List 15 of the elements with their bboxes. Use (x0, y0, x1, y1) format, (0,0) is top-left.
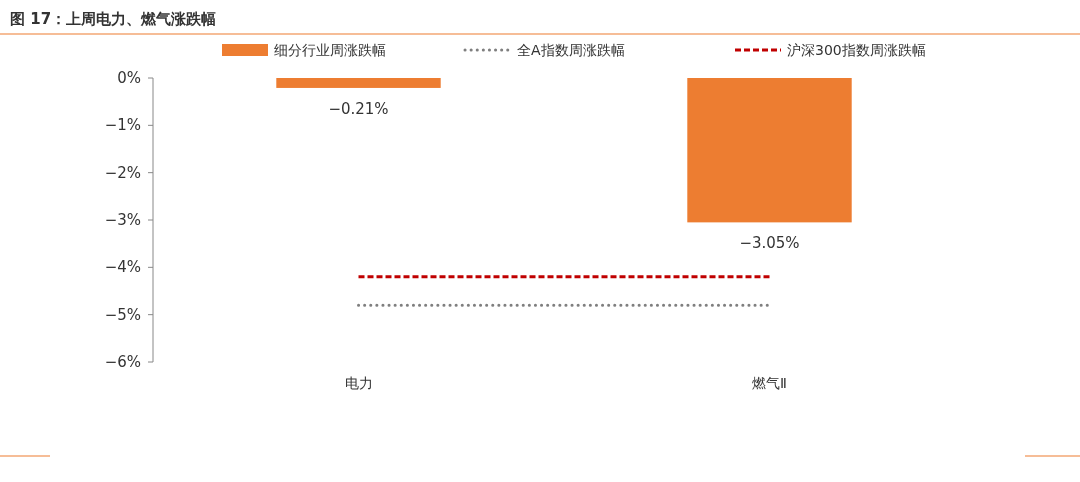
legend-label: 全A指数周涨跌幅 (517, 42, 625, 58)
x-tick-label: 电力 (344, 375, 373, 391)
y-tick-label: −4% (104, 258, 141, 277)
y-tick-label: 0% (117, 69, 141, 87)
y-tick-label: −2% (104, 163, 141, 182)
chart-title: 图 17：上周电力、燃气涨跌幅 (10, 10, 217, 28)
y-tick-label: −6% (104, 353, 141, 371)
y-tick-label: −1% (104, 116, 141, 135)
y-tick-label: −5% (104, 305, 141, 324)
x-tick-label: 燃气Ⅱ (752, 375, 787, 391)
data-label: −0.21% (328, 99, 389, 118)
data-label: −3.05% (739, 234, 800, 253)
legend-label: 细分行业周涨跌幅 (274, 42, 386, 58)
legend-label: 沪深300指数周涨跌幅 (787, 42, 926, 58)
y-tick-label: −3% (104, 211, 141, 229)
